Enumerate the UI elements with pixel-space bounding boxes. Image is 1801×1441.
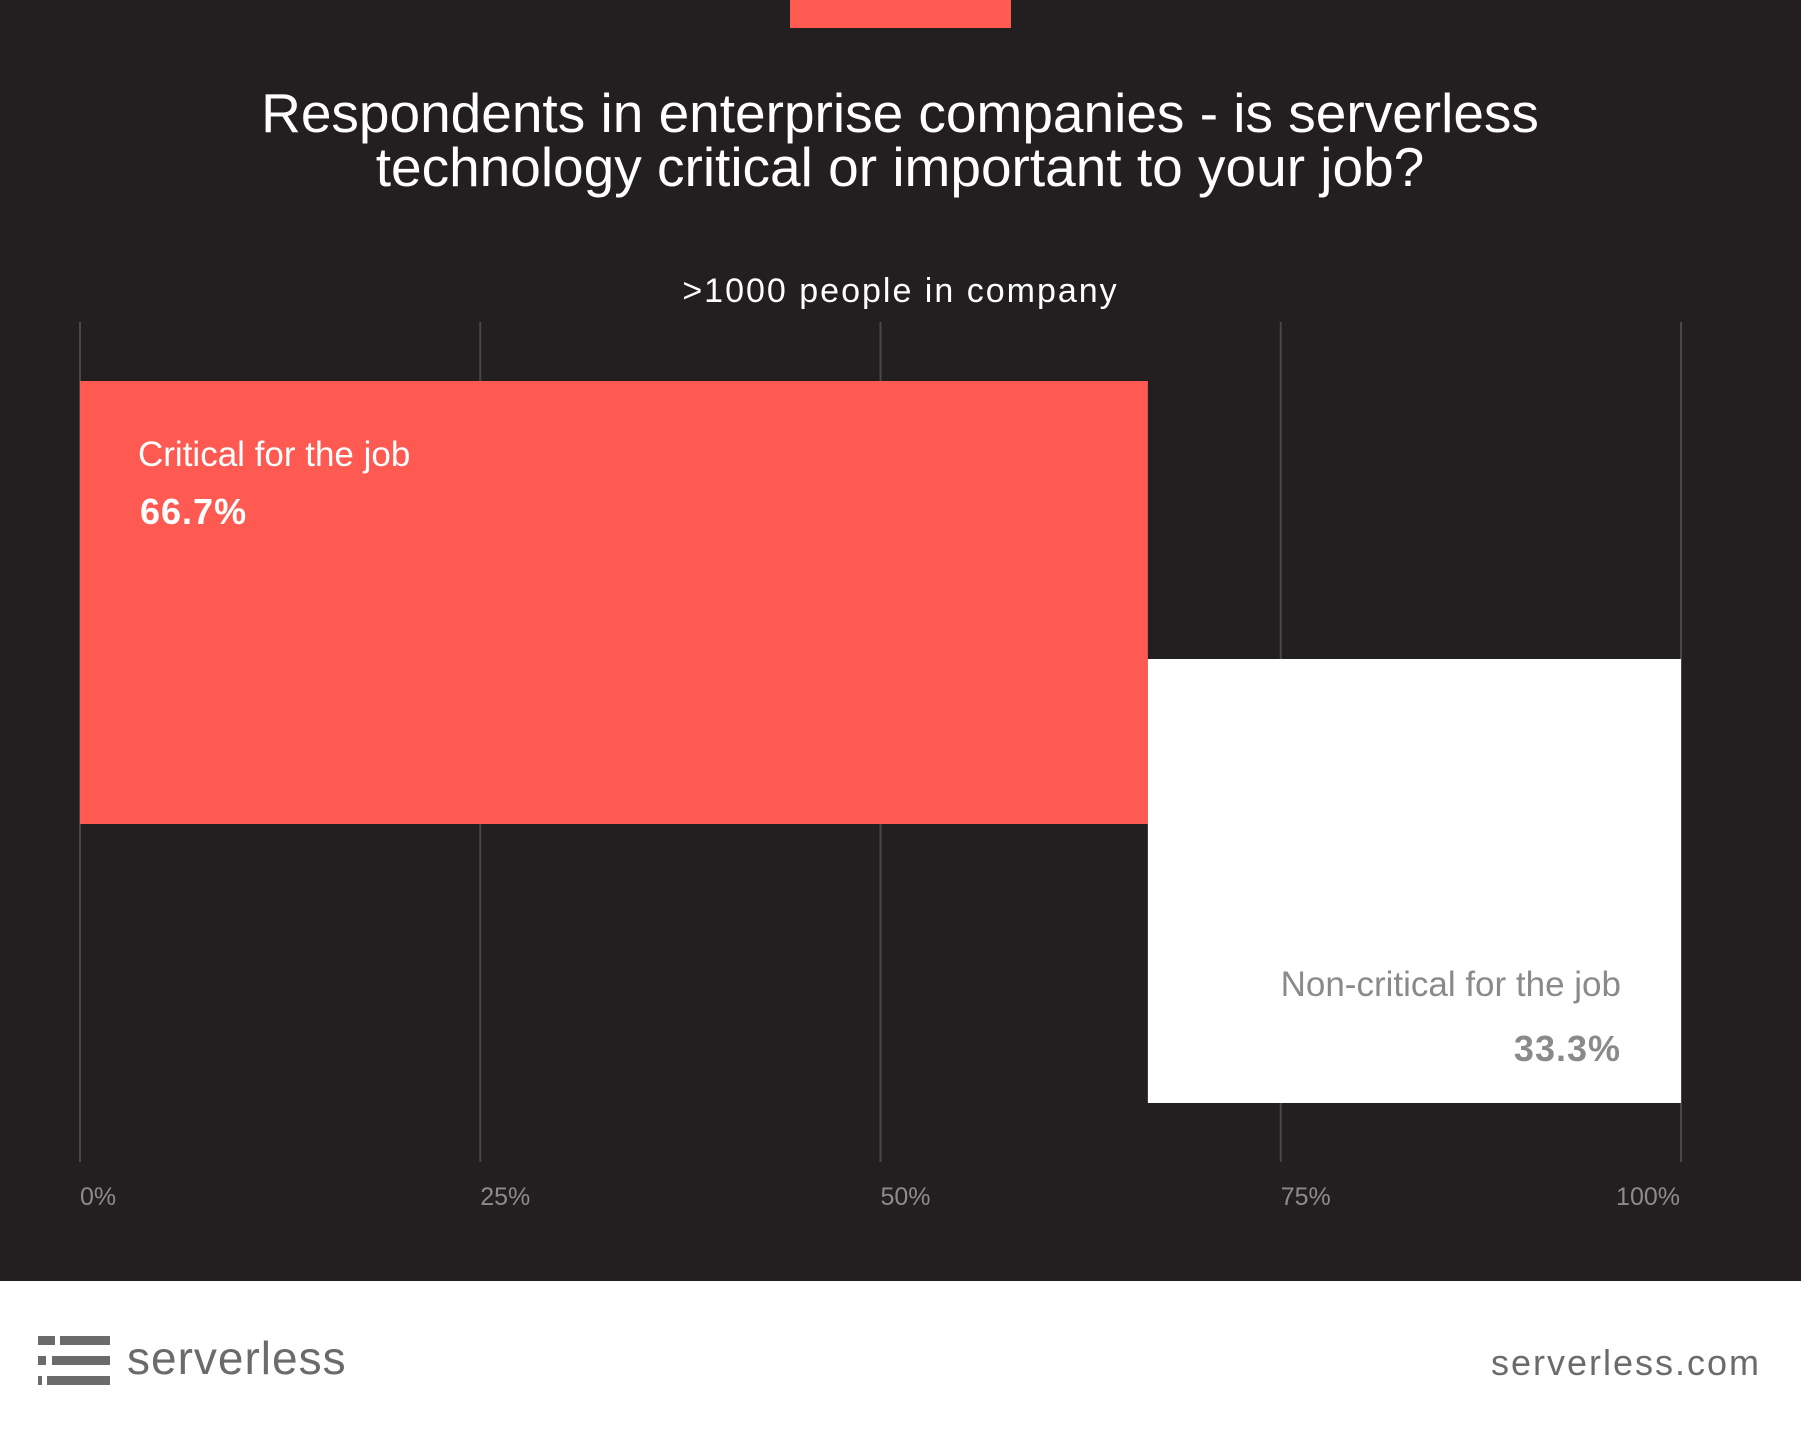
bars xyxy=(80,381,1681,1103)
brand-url[interactable]: serverless.com xyxy=(1490,1342,1761,1383)
footer: serverless serverless.com xyxy=(0,1281,1801,1441)
x-tick-label: 100% xyxy=(1616,1183,1680,1211)
bar-segment xyxy=(1147,659,1681,1103)
x-tick-label: 25% xyxy=(480,1183,530,1211)
chart-title: Respondents in enterprise companies - is… xyxy=(261,82,1539,198)
serverless-logo-icon xyxy=(38,1336,110,1385)
data-value-label: 66.7% xyxy=(140,491,247,532)
bar-labels: Critical for the job 66.7% Non-critical fo… xyxy=(138,435,1621,1069)
x-tick-label: 50% xyxy=(881,1183,931,1211)
data-value-label: 33.3% xyxy=(1514,1028,1621,1069)
accent-bar xyxy=(790,0,1011,28)
series-name-label: Non-critical for the job xyxy=(1281,965,1621,1004)
plot-area: Critical for the job 66.7% Non-critical fo… xyxy=(79,322,1682,1211)
series-name-label: Critical for the job xyxy=(138,435,410,474)
chart-panel: Respondents in enterprise companies - is… xyxy=(0,0,1801,1281)
chart-subtitle: >1000 people in company xyxy=(682,272,1119,310)
tick-labels: 0% 25% 50% 75% 100% xyxy=(80,1183,1680,1211)
x-tick-label: 75% xyxy=(1281,1183,1331,1211)
bar-segment xyxy=(80,381,1148,824)
x-tick-label: 0% xyxy=(80,1183,116,1211)
brand-name: serverless xyxy=(127,1332,347,1384)
